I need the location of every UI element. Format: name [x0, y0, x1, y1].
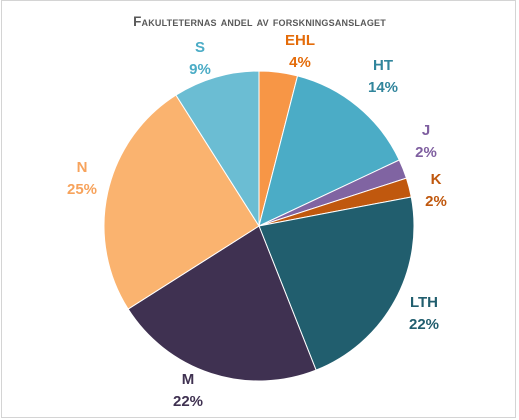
slice-percent-ht: 14% [368, 79, 398, 96]
slice-label-lth: LTH [410, 294, 438, 311]
slice-label-ehl: EHL [285, 32, 315, 49]
slice-percent-ehl: 4% [289, 54, 311, 71]
slice-percent-j: 2% [415, 144, 437, 161]
pie-slice-s [175, 70, 260, 228]
pie-slice-ht [258, 75, 400, 227]
pie-slice-m [127, 225, 317, 382]
slice-label-n: N [77, 159, 88, 176]
slice-label-j: J [422, 122, 430, 139]
slice-percent-lth: 22% [409, 316, 439, 333]
slice-percent-s: 9% [189, 61, 211, 78]
slice-label-m: M [182, 371, 195, 388]
slice-percent-n: 25% [67, 181, 97, 198]
slice-label-k: K [431, 171, 442, 188]
slice-percent-k: 2% [425, 193, 447, 210]
pie-slice-n [103, 94, 260, 310]
chart-title: Fakulteternas andel av forskningsanslage… [133, 14, 386, 29]
slice-label-ht: HT [373, 57, 393, 74]
pie-slice-lth [258, 196, 415, 371]
slice-label-s: S [195, 39, 205, 56]
slice-percent-m: 22% [173, 393, 203, 410]
